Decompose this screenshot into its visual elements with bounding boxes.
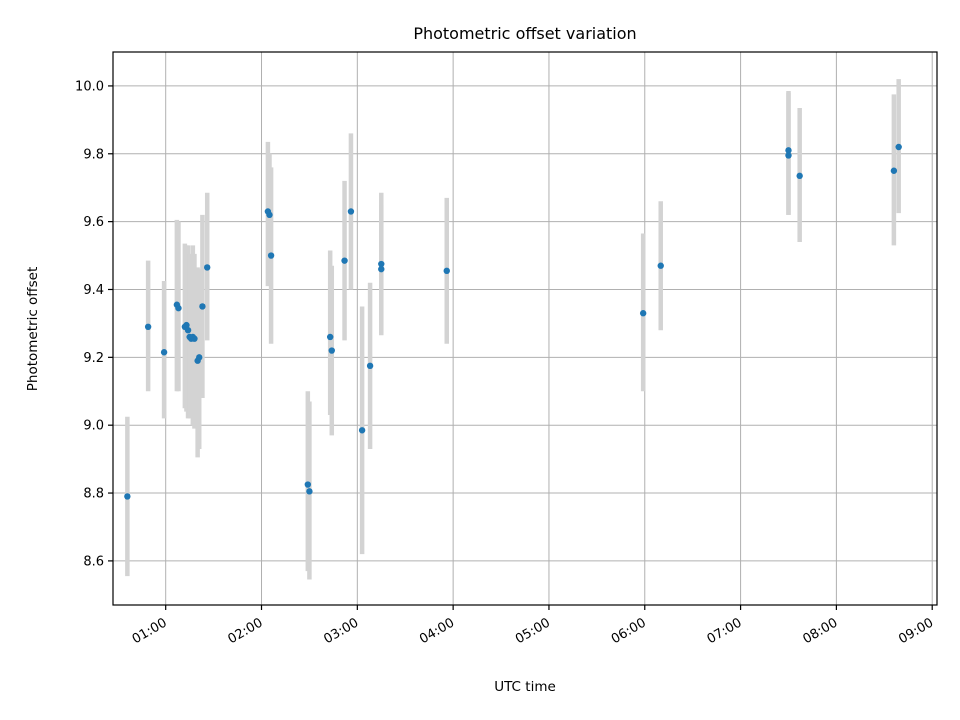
data-point [890,167,898,174]
data-point [341,257,348,264]
data-point [199,303,206,310]
y-axis-ticks: 8.6 8.8 9.0 9.2 9.4 9.6 9.8 10.0 [75,79,113,569]
data-point [204,264,211,271]
data-point [267,252,275,259]
data-point [326,333,334,341]
data-point [358,427,366,434]
y-tick-label: 8.8 [83,487,104,502]
x-tick-label: 09:00 [896,615,936,647]
data-point [175,304,182,312]
x-tick-label: 02:00 [226,615,266,647]
data-point [184,326,192,334]
x-axis-label: UTC time [494,679,556,695]
data-point [366,362,374,370]
y-tick-label: 9.2 [83,351,104,366]
data-point [328,347,335,354]
grid [113,52,937,605]
chart-title: Photometric offset variation [413,24,636,43]
data-point [785,147,792,154]
y-tick-label: 8.6 [83,554,104,569]
data-point [191,335,198,342]
data-point [160,349,168,356]
data-point [266,211,273,219]
x-tick-label: 03:00 [321,615,361,647]
y-tick-label: 9.6 [83,215,104,230]
x-tick-label: 01:00 [130,615,170,647]
data-point [378,265,385,273]
data-point [639,310,647,317]
plot-frame [112,51,938,606]
x-axis-ticks: 01:00 02:00 03:00 04:00 05:00 06:00 07:00 08:00… [130,605,936,647]
x-tick-label: 08:00 [800,615,840,647]
data-point [306,488,313,495]
data-point [378,260,385,268]
data-point [785,152,792,159]
y-tick-label: 9.8 [83,147,104,162]
y-axis-label: Photometric offset [25,267,41,391]
data-point [796,172,803,180]
data-point [657,262,664,269]
x-tick-label: 07:00 [705,615,745,647]
x-tick-label: 05:00 [513,615,553,647]
y-tick-label: 9.4 [83,283,104,298]
data-point [144,323,152,331]
x-tick-label: 06:00 [609,615,649,647]
data-point [196,354,203,361]
x-tick-label: 04:00 [417,615,457,647]
data-points [124,143,902,500]
y-tick-label: 9.0 [83,419,104,434]
data-point [347,208,355,215]
y-tick-label: 10.0 [75,79,104,94]
data-point [443,267,450,275]
data-point [183,321,190,329]
data-point [304,481,312,488]
data-point [124,493,131,500]
data-point [895,143,902,151]
